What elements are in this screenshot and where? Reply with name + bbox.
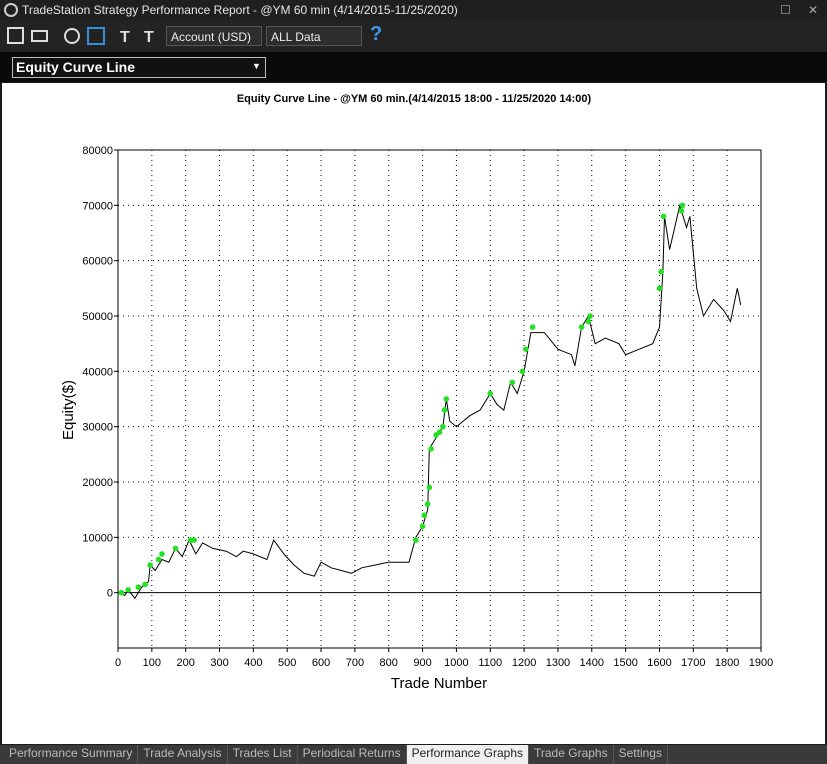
new-high-marker bbox=[419, 523, 426, 530]
y-tick-label: 40000 bbox=[82, 366, 113, 378]
equity-line bbox=[117, 203, 742, 600]
chart: Equity Curve Line - @YM 60 min.(4/14/201… bbox=[60, 93, 773, 692]
new-high-marker bbox=[509, 379, 516, 386]
new-high-marker bbox=[424, 501, 431, 507]
close-button[interactable]: ✕ bbox=[808, 3, 819, 17]
x-tick-label: 1800 bbox=[715, 657, 739, 669]
tab[interactable]: Trade Analysis bbox=[138, 745, 228, 764]
new-high-marker bbox=[443, 396, 450, 402]
chart-area: Equity Curve Line - @YM 60 min.(4/14/201… bbox=[2, 83, 825, 744]
toolbar-icons[interactable]: T T bbox=[6, 26, 156, 46]
x-tick-label: 1200 bbox=[512, 657, 536, 669]
new-high-marker bbox=[679, 202, 686, 209]
new-high-marker bbox=[519, 368, 526, 375]
new-high-marker bbox=[585, 318, 592, 325]
y-tick-label: 30000 bbox=[82, 422, 113, 434]
y-tick-label: 70000 bbox=[82, 200, 113, 212]
x-tick-label: 1700 bbox=[681, 657, 705, 669]
x-tick-label: 500 bbox=[278, 657, 296, 669]
x-tick-label: 1600 bbox=[647, 657, 671, 669]
chart-title: Equity Curve Line - @YM 60 min.(4/14/201… bbox=[237, 93, 592, 105]
y-axis-label: Equity($) bbox=[60, 380, 77, 440]
plot-frame bbox=[117, 149, 762, 649]
toolbar: T T Account (USD) ALL Data ? bbox=[0, 20, 827, 52]
y-tick-label: 50000 bbox=[82, 311, 113, 323]
new-high-marker bbox=[118, 589, 125, 596]
x-tick-label: 200 bbox=[177, 657, 195, 669]
x-tick-label: 100 bbox=[143, 657, 161, 669]
new-high-marker bbox=[441, 407, 448, 413]
new-high-marker bbox=[578, 324, 585, 330]
svg-text:T: T bbox=[144, 29, 154, 46]
x-tick-label: 1300 bbox=[546, 657, 570, 669]
dropdown-arrow[interactable]: ▼ bbox=[252, 61, 261, 71]
new-high-marker bbox=[413, 537, 419, 543]
new-high-marker bbox=[191, 537, 197, 543]
view-select[interactable]: Equity Curve Line bbox=[12, 57, 266, 78]
range-select[interactable]: ALL Data bbox=[266, 26, 362, 46]
view-row: Equity Curve Line ▼ bbox=[0, 52, 827, 82]
y-tick-label: 10000 bbox=[82, 532, 113, 544]
new-high-marker bbox=[529, 324, 536, 330]
x-tick-label: 0 bbox=[115, 657, 121, 669]
new-high-marker bbox=[440, 423, 446, 430]
new-high-marker bbox=[428, 446, 434, 452]
x-tick-label: 400 bbox=[244, 657, 262, 669]
new-high-marker bbox=[658, 268, 664, 275]
y-tick-label: 80000 bbox=[82, 145, 113, 157]
new-high-marker bbox=[656, 285, 663, 292]
app-icon bbox=[4, 3, 18, 17]
new-high-marker bbox=[125, 587, 131, 593]
new-high-marker bbox=[587, 313, 593, 319]
new-high-marker bbox=[172, 545, 179, 552]
new-high-marker bbox=[678, 208, 685, 214]
new-high-marker bbox=[135, 584, 142, 590]
tab[interactable]: Trades List bbox=[228, 745, 298, 764]
new-high-marker bbox=[487, 390, 494, 397]
tab[interactable]: Settings bbox=[614, 745, 668, 764]
y-tick-label: 20000 bbox=[82, 477, 113, 489]
y-tick-label: 0 bbox=[107, 588, 113, 600]
new-high-marker bbox=[421, 512, 428, 518]
new-high-marker bbox=[142, 581, 148, 588]
x-tick-label: 700 bbox=[346, 657, 364, 669]
help-button[interactable]: ? bbox=[370, 23, 383, 45]
svg-text:T: T bbox=[120, 29, 130, 46]
x-tick-label: 300 bbox=[210, 657, 228, 669]
x-tick-label: 1000 bbox=[444, 657, 468, 669]
x-axis-label: Trade Number bbox=[391, 675, 487, 692]
x-tick-label: 1500 bbox=[613, 657, 637, 669]
new-high-marker bbox=[147, 562, 153, 568]
tab[interactable]: Periodical Returns bbox=[298, 745, 407, 764]
tab[interactable]: Performance Graphs bbox=[406, 745, 529, 764]
account-select[interactable]: Account (USD) bbox=[166, 26, 262, 46]
new-high-marker bbox=[436, 429, 443, 436]
x-tick-label: 800 bbox=[380, 657, 398, 669]
tab[interactable]: Performance Summary bbox=[4, 745, 139, 764]
new-high-marker bbox=[426, 484, 433, 491]
x-tick-label: 1400 bbox=[580, 657, 604, 669]
x-tick-label: 600 bbox=[312, 657, 330, 669]
x-tick-label: 1900 bbox=[749, 657, 773, 669]
tab[interactable]: Trade Graphs bbox=[529, 745, 614, 764]
new-high-marker bbox=[522, 346, 529, 353]
tab-bar: Performance Summary Trade Analysis Trades … bbox=[0, 745, 827, 764]
x-tick-label: 900 bbox=[413, 657, 431, 669]
window-title: TradeStation Strategy Performance Report… bbox=[22, 3, 458, 17]
y-tick-label: 60000 bbox=[82, 256, 113, 268]
new-high-marker bbox=[159, 551, 165, 557]
maximize-button[interactable]: ☐ bbox=[780, 3, 791, 17]
title-bar: TradeStation Strategy Performance Report… bbox=[0, 0, 827, 20]
new-high-marker bbox=[660, 213, 667, 220]
x-tick-label: 1100 bbox=[478, 657, 502, 669]
new-high-marker bbox=[155, 556, 162, 563]
